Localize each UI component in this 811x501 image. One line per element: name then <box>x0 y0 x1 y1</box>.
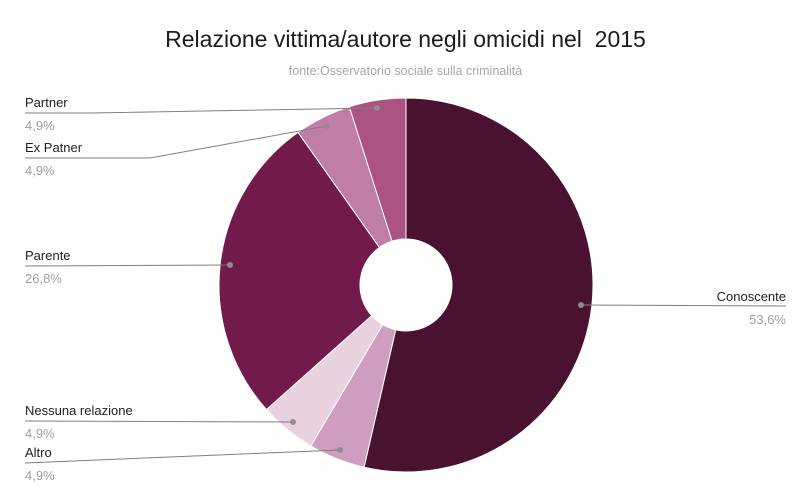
leader-line-nessuna-relazione <box>24 420 294 423</box>
slice-label-name: Altro <box>25 445 52 460</box>
slice-label-value: 4,9% <box>25 426 55 441</box>
leader-dot-altro <box>337 447 343 453</box>
slice-label-value: 4,9% <box>25 163 55 178</box>
chart-subtitle: fonte:Osservatorio sociale sulla crimina… <box>288 64 523 78</box>
chart-title: Relazione vittima/autore negli omicidi n… <box>165 26 646 52</box>
slice-label-name: Ex Patner <box>25 140 83 155</box>
slice-label-altro: Altro 4,9% <box>25 445 55 483</box>
leader-line-parente <box>24 264 231 267</box>
slice-label-conoscente: Conoscente 53,6% <box>717 289 786 327</box>
slice-label-name: Parente <box>25 248 71 263</box>
slice-label-name: Partner <box>25 95 68 110</box>
leader-dot-conoscente <box>578 302 584 308</box>
pie-slice-parente[interactable] <box>218 131 381 411</box>
leader-line-conoscente <box>580 304 787 307</box>
slice-label-nessuna-relazione: Nessuna relazione 4,9% <box>25 403 133 441</box>
leader-dot-parente <box>227 262 233 268</box>
leader-dot-partner <box>374 105 380 111</box>
slice-label-value: 53,6% <box>749 312 786 327</box>
leader-line-partner <box>25 107 378 114</box>
leader-dot-ex-patner <box>324 123 330 129</box>
slice-label-parente: Parente 26,8% <box>25 248 71 286</box>
slice-label-value: 4,9% <box>25 118 55 133</box>
pie-slice-conoscente[interactable] <box>363 97 594 473</box>
slice-label-value: 4,9% <box>25 468 55 483</box>
slice-label-partner: Partner 4,9% <box>25 95 68 133</box>
leader-line-altro <box>24 449 341 464</box>
pie-slice-partner[interactable] <box>348 97 407 242</box>
leader-dot-nessuna-relazione <box>290 419 296 425</box>
leader-line-ex-patner <box>25 125 328 159</box>
slice-label-name: Conoscente <box>716 289 786 304</box>
slice-label-ex-patner: Ex Patner 4,9% <box>25 140 82 178</box>
slice-label-name: Nessuna relazione <box>25 403 133 418</box>
slice-label-value: 26,8% <box>25 271 62 286</box>
